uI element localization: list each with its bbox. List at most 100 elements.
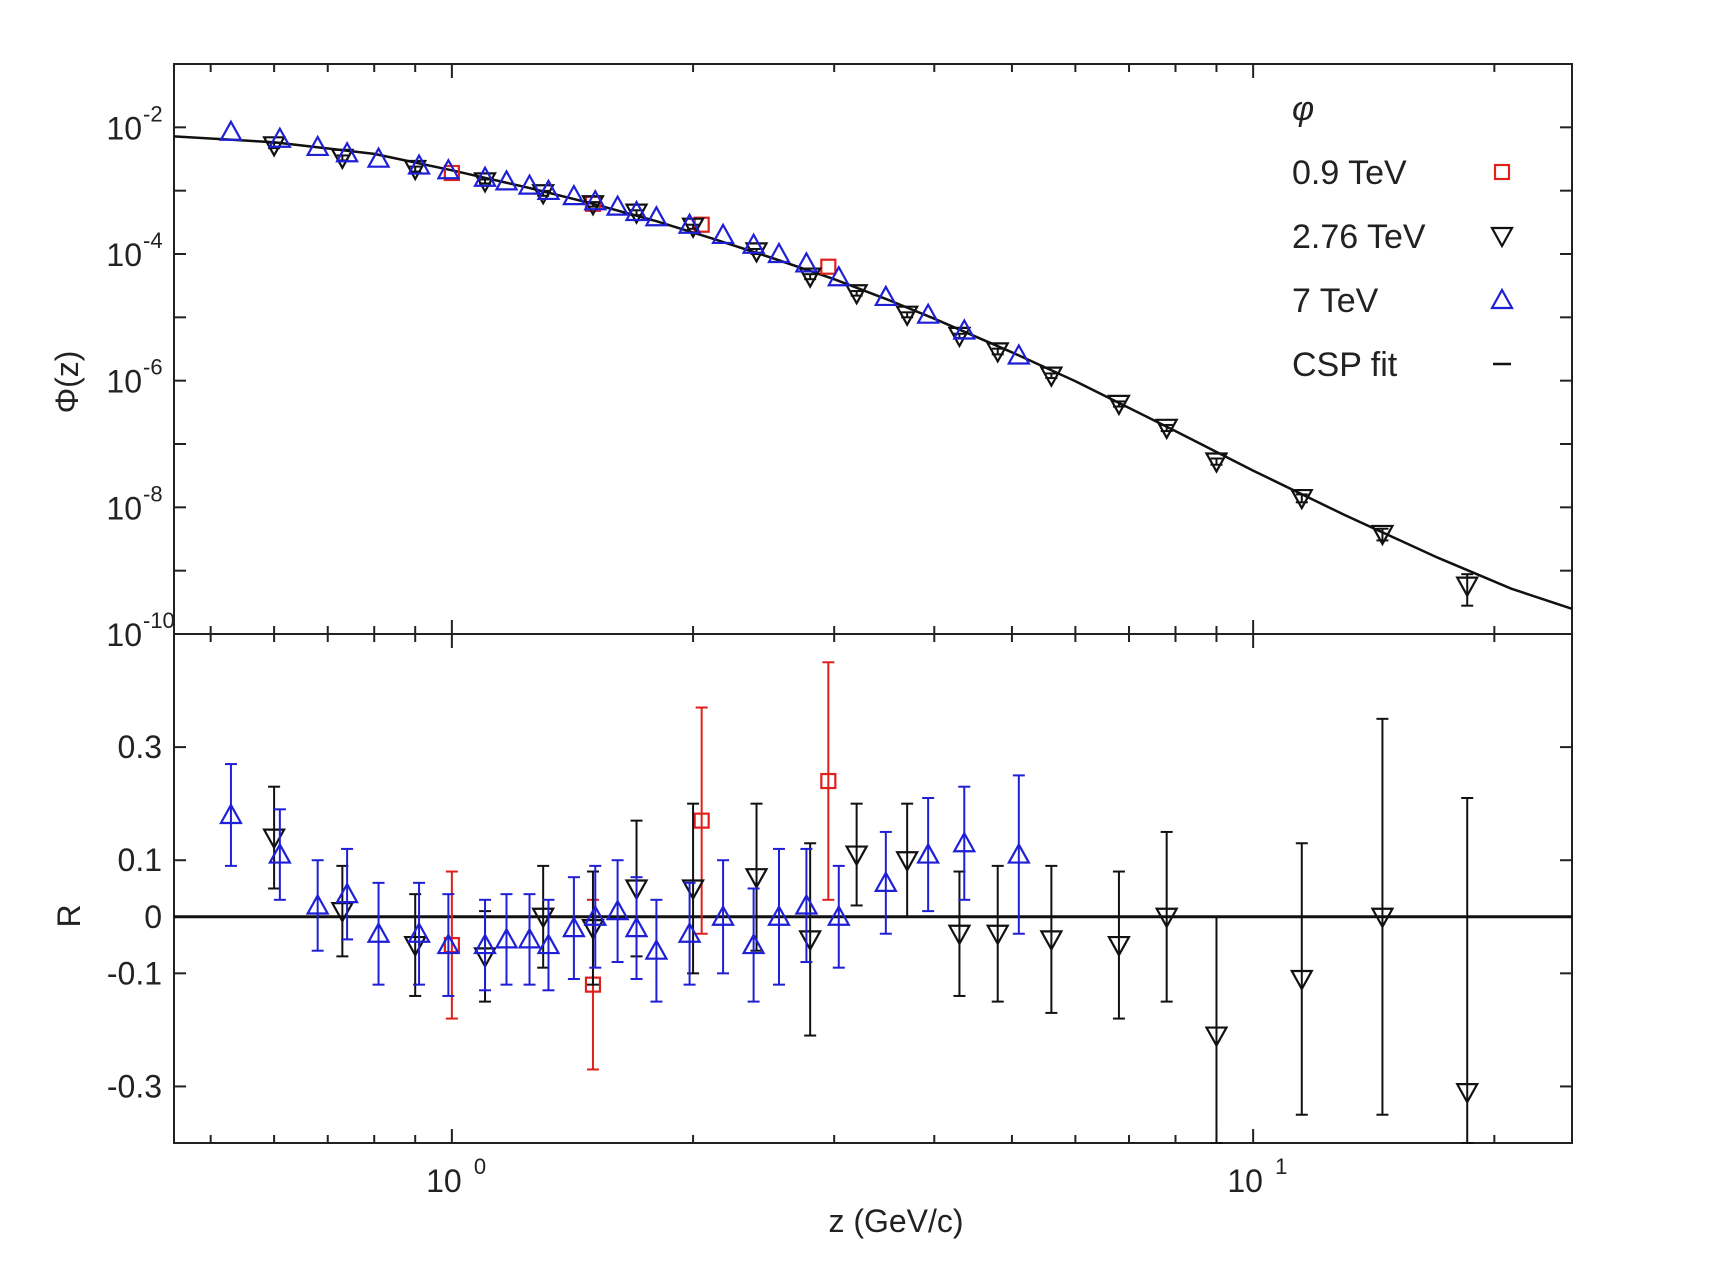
errorbar-bottom-7-tev xyxy=(1012,774,1025,935)
errorbar-bottom-2-76-tev xyxy=(1045,864,1058,1014)
bottom-plot-frame xyxy=(173,633,1573,1144)
point-top-2-76-tev xyxy=(1204,452,1229,474)
point-bottom-7-tev xyxy=(1006,842,1031,864)
point-top-7-tev xyxy=(952,318,977,340)
legend-label: 0.9 TeV xyxy=(1292,154,1407,192)
point-top-7-tev xyxy=(624,199,649,222)
y-tick-label-top-exponent: -8 xyxy=(143,481,163,506)
errorbar-bottom-7-tev xyxy=(717,859,730,975)
x-tick-label-exponent: 0 xyxy=(474,1154,486,1179)
point-top-2-76-tev xyxy=(1154,418,1179,441)
point-bottom-7-tev xyxy=(644,938,669,960)
y-tick-label-top: 10 xyxy=(106,364,142,400)
y-tick-label-top: 10 xyxy=(106,237,142,273)
errorbar-bottom-7-tev xyxy=(479,898,492,992)
errorbar-bottom-7-tev xyxy=(273,808,286,901)
point-top-7-tev xyxy=(826,264,851,287)
point-top-7-tev xyxy=(677,212,702,234)
point-bottom-2-76-tev xyxy=(895,851,920,873)
point-top-7-tev xyxy=(767,241,791,264)
point-bottom-7-tev xyxy=(517,927,542,949)
point-top-7-tev xyxy=(407,153,431,175)
errorbar-bottom-7-tev xyxy=(630,876,643,980)
x-tick-label: 10 xyxy=(1227,1163,1263,1199)
y-tick-label-top: 10 xyxy=(106,110,142,146)
point-bottom-7-tev xyxy=(583,904,608,926)
point-top-7-tev xyxy=(219,119,243,141)
point-top-7-tev xyxy=(473,165,497,187)
errorbar-bottom-7-tev xyxy=(224,763,237,867)
errorbar-bottom-7-tev xyxy=(311,859,324,952)
point-top-2-76-tev xyxy=(985,342,1010,364)
y-tick-label-top-exponent: -4 xyxy=(143,228,163,253)
errorbar-bottom-7-tev xyxy=(800,847,813,964)
point-top-7-tev xyxy=(711,222,735,245)
point-bottom-7-tev xyxy=(366,921,391,943)
point-bottom-2-76-tev xyxy=(1039,930,1064,952)
errorbar-bottom-2-76-tev xyxy=(1160,830,1173,1003)
point-bottom-7-tev xyxy=(335,881,359,904)
point-bottom-7-tev xyxy=(826,904,851,926)
legend-marker-triangle-down xyxy=(1490,226,1514,249)
y-tick-label-bottom: 0.3 xyxy=(118,729,162,765)
point-top-7-tev xyxy=(741,232,766,254)
y-tick-label-top-exponent: -6 xyxy=(143,355,163,380)
point-top-7-tev xyxy=(536,178,561,201)
csp-fit-curve xyxy=(173,135,1573,610)
point-bottom-2-76-tev xyxy=(985,924,1010,947)
point-top-7-tev xyxy=(494,169,519,191)
errorbar-bottom-7-tev xyxy=(372,881,385,986)
point-bottom-2-76-tev xyxy=(1107,935,1131,958)
y-axis-title-top: Φ(z) xyxy=(49,351,85,414)
point-top-7-tev xyxy=(916,302,941,324)
errorbar-bottom-7-tev xyxy=(747,887,760,1003)
point-bottom-7-tev xyxy=(436,932,461,955)
legend: φ 0.9 TeV 2.76 TeV 7 TeV CSP fit xyxy=(1292,90,1514,384)
point-top-0-9-tev xyxy=(820,258,837,275)
point-bottom-7-tev xyxy=(952,830,977,853)
point-bottom-2-76-tev xyxy=(844,845,869,867)
errorbar-bottom-7-tev xyxy=(589,864,602,969)
errorbar-bottom-2-76-tev xyxy=(586,870,599,986)
point-bottom-7-tev xyxy=(267,842,292,864)
point-bottom-2-76-tev xyxy=(1370,907,1395,930)
point-top-2-76-tev xyxy=(1455,576,1480,598)
point-bottom-2-76-tev xyxy=(403,935,428,958)
y-tick-label-top-exponent: -2 xyxy=(143,101,163,126)
point-top-7-tev xyxy=(335,140,359,163)
errorbar-bottom-2-76-tev xyxy=(850,802,863,907)
y-tick-label-bottom: 0 xyxy=(144,899,162,935)
errorbar-bottom-7-tev xyxy=(772,847,785,986)
point-bottom-2-76-tev xyxy=(744,868,769,890)
point-top-2-76-tev xyxy=(895,305,920,327)
point-bottom-2-76-tev xyxy=(1289,969,1314,992)
errorbar-bottom-2-76-tev xyxy=(750,802,763,952)
point-top-7-tev xyxy=(366,146,391,168)
errorbar-bottom-7-tev xyxy=(523,893,536,986)
point-bottom-7-tev xyxy=(536,932,561,955)
point-top-2-76-tev xyxy=(1370,524,1395,547)
errorbar-bottom-7-tev xyxy=(611,859,624,964)
point-top-2-76-tev xyxy=(798,267,823,289)
x-axis-title: z (GeV/c) xyxy=(828,1203,963,1239)
y-tick-label-top-exponent: -10 xyxy=(143,608,175,633)
legend-title: φ xyxy=(1292,90,1314,128)
point-bottom-2-76-tev xyxy=(1154,907,1179,930)
y-tick-label-top: 10 xyxy=(106,490,142,526)
errorbar-bottom-2-76-tev xyxy=(1295,842,1308,1116)
errorbar-bottom-7-tev xyxy=(542,898,555,992)
errorbar-bottom-2-76-tev xyxy=(991,864,1004,1003)
errorbar-bottom-7-tev xyxy=(922,797,935,913)
errorbar-bottom-7-tev xyxy=(832,864,845,969)
point-top-7-tev xyxy=(605,194,630,216)
point-bottom-7-tev xyxy=(916,842,941,864)
point-bottom-7-tev xyxy=(562,915,586,938)
point-top-7-tev xyxy=(1006,343,1031,365)
point-top-2-76-tev xyxy=(1289,488,1314,511)
point-bottom-0-9-tev xyxy=(693,812,710,829)
point-bottom-7-tev xyxy=(305,893,330,915)
point-bottom-7-tev xyxy=(407,921,431,943)
legend-label: 7 TeV xyxy=(1292,282,1379,320)
point-bottom-2-76-tev xyxy=(1455,1082,1480,1105)
